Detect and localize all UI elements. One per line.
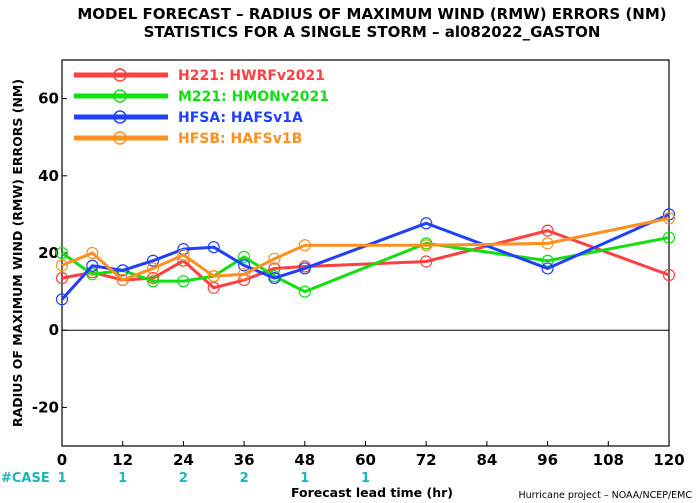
data-point (177, 275, 190, 288)
data-point (146, 275, 160, 288)
y-tick-label: -20 (32, 398, 59, 416)
data-point (238, 250, 251, 263)
x-tick-label: 60 (355, 451, 376, 469)
y-tick-label: 60 (38, 90, 59, 108)
case-count: 2 (240, 471, 249, 486)
case-count: 1 (57, 471, 66, 486)
data-point (116, 264, 129, 277)
data-point (420, 217, 433, 230)
x-tick-label: 108 (593, 451, 624, 469)
data-point (541, 262, 554, 275)
legend-entry: M221: HMONv2021 (74, 89, 329, 105)
data-point (662, 268, 676, 282)
y-ticks: -20 0 20 40 60 (32, 90, 67, 416)
y-tick-label: 0 (49, 321, 59, 339)
data-point (541, 237, 554, 250)
data-point (86, 246, 99, 260)
legend-entry: HFSB: HAFSv1B (74, 131, 302, 147)
data-point (541, 224, 554, 237)
data-point (55, 246, 69, 260)
series-line (61, 216, 670, 282)
x-tick-label: 96 (537, 451, 558, 469)
x-tick-label: 120 (653, 451, 684, 469)
data-point (268, 262, 281, 275)
case-count: 2 (179, 471, 188, 486)
legend-label: M221: HMONv2021 (178, 89, 329, 105)
case-count-row: 1 1 2 2 1 1 (57, 471, 370, 486)
case-count: 1 (300, 471, 309, 486)
data-point (116, 273, 129, 287)
chart-title-line2: STATISTICS FOR A SINGLE STORM – al082022… (144, 23, 601, 41)
x-axis-label: Forecast lead time (hr) (291, 485, 453, 500)
data-point (298, 262, 311, 275)
data-point (146, 254, 160, 267)
data-point (207, 270, 220, 283)
legend-swatch-marker (113, 89, 127, 103)
legend-swatch-marker (113, 131, 127, 145)
x-tick-label: 12 (112, 451, 133, 469)
data-point (420, 255, 433, 268)
case-count: 1 (118, 471, 127, 486)
credit-text: Hurricane project – NOAA/NCEP/EMC (518, 490, 692, 501)
legend-entry: HFSA: HAFSv1A (74, 110, 303, 126)
data-point (268, 252, 281, 265)
data-point (662, 208, 676, 221)
y-tick-label: 40 (38, 167, 59, 185)
y-tick-label: 20 (38, 244, 59, 262)
series-3 (55, 212, 676, 287)
chart-title-line1: MODEL FORECAST – RADIUS OF MAXIMUM WIND … (77, 5, 666, 23)
data-point (298, 285, 311, 298)
legend-label: H221: HWRFv2021 (178, 68, 325, 84)
data-point (662, 212, 676, 225)
y-axis-label: RADIUS OF MAXIMUM WIND (RMW) ERRORS (NM) (10, 79, 25, 427)
data-point (662, 231, 676, 244)
legend-label: HFSB: HAFSv1B (178, 131, 302, 147)
x-tick-label: 36 (234, 451, 255, 469)
x-ticks: 0 12 24 36 48 60 72 84 96 108 120 (57, 441, 685, 469)
series-2 (55, 208, 676, 306)
legend-swatch-marker (113, 110, 127, 124)
data-point (298, 239, 311, 252)
x-tick-label: 0 (57, 451, 67, 469)
case-count: 1 (361, 471, 370, 486)
data-point (55, 271, 69, 285)
x-tick-label: 84 (476, 451, 497, 469)
data-point (55, 293, 69, 306)
x-tick-label: 48 (294, 451, 315, 469)
data-point (541, 254, 554, 267)
data-point (238, 259, 251, 272)
data-point (86, 259, 99, 272)
data-point (86, 268, 99, 281)
legend: H221: HWRFv2021 M221: HMONv2021 HFSA: HAFS… (74, 68, 329, 147)
case-label: #CASE (1, 471, 50, 486)
data-point (177, 248, 190, 262)
legend-label: HFSA: HAFSv1A (178, 110, 303, 126)
legend-swatch-marker (113, 68, 127, 82)
x-tick-label: 72 (416, 451, 437, 469)
data-point (238, 268, 251, 281)
series-lines (55, 208, 676, 306)
data-point (146, 262, 160, 275)
data-point (420, 239, 433, 252)
legend-entry: H221: HWRFv2021 (74, 68, 325, 84)
data-point (268, 271, 281, 285)
data-point (55, 259, 69, 272)
x-tick-label: 24 (173, 451, 194, 469)
data-point (207, 241, 220, 254)
